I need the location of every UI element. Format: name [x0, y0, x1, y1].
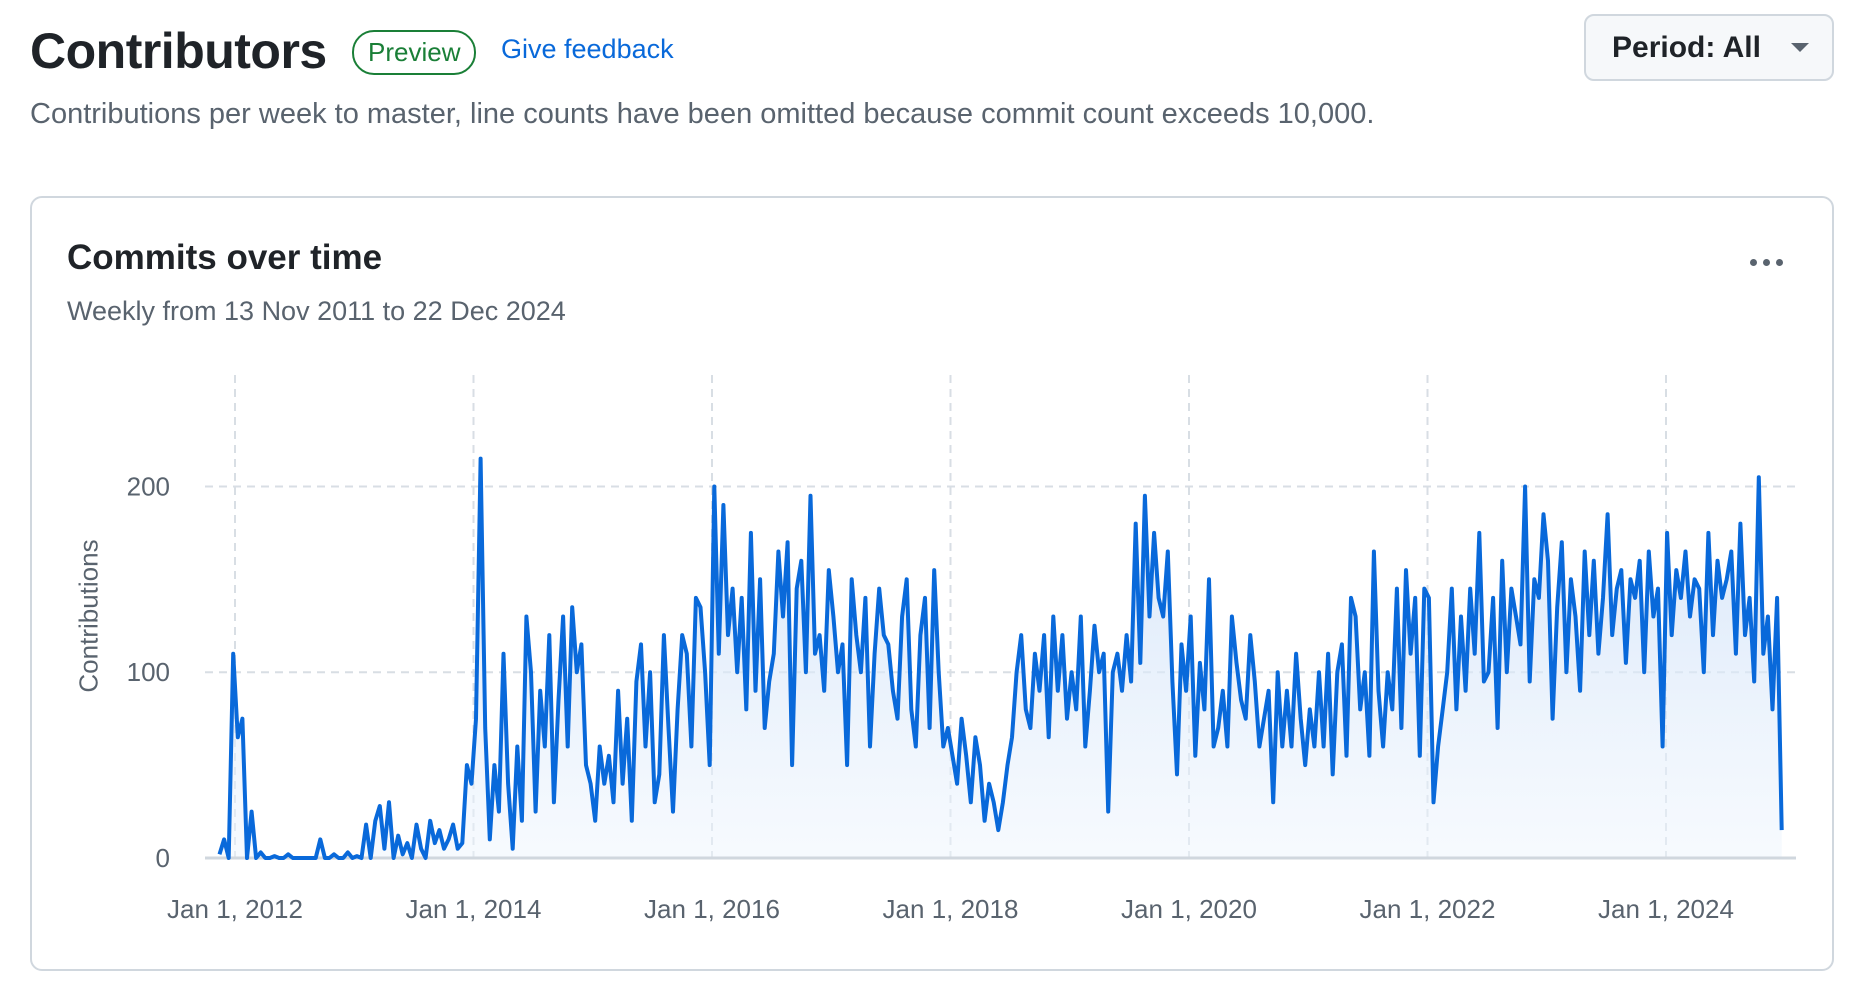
- period-label: Period: All: [1612, 30, 1761, 64]
- x-tick-label: Jan 1, 2024: [1598, 894, 1734, 924]
- kebab-horizontal-icon[interactable]: [1744, 248, 1788, 276]
- commits-line: [217, 456, 1784, 860]
- preview-badge: Preview: [352, 30, 477, 75]
- period-dropdown-button[interactable]: Period: All: [1584, 14, 1834, 81]
- x-tick-label: Jan 1, 2020: [1121, 894, 1257, 924]
- page-title: Contributors: [30, 23, 327, 79]
- y-tick-label: 100: [127, 657, 170, 687]
- y-tick-label: 200: [127, 471, 170, 501]
- chart-title: Commits over time: [67, 238, 383, 277]
- x-tick-label: Jan 1, 2014: [406, 894, 542, 924]
- caret-down-icon: [1790, 43, 1809, 52]
- x-tick-label: Jan 1, 2022: [1360, 894, 1496, 924]
- give-feedback-link[interactable]: Give feedback: [501, 34, 674, 64]
- page-description: Contributions per week to master, line c…: [30, 98, 1375, 130]
- area-fill: [219, 458, 1782, 858]
- x-tick-label: Jan 1, 2012: [167, 894, 303, 924]
- chart-subtitle: Weekly from 13 Nov 2011 to 22 Dec 2024: [67, 296, 566, 326]
- y-tick-label: 0: [156, 843, 170, 873]
- commits-chart-card: [30, 196, 1834, 971]
- x-tick-label: Jan 1, 2018: [883, 894, 1019, 924]
- x-tick-label: Jan 1, 2016: [644, 894, 780, 924]
